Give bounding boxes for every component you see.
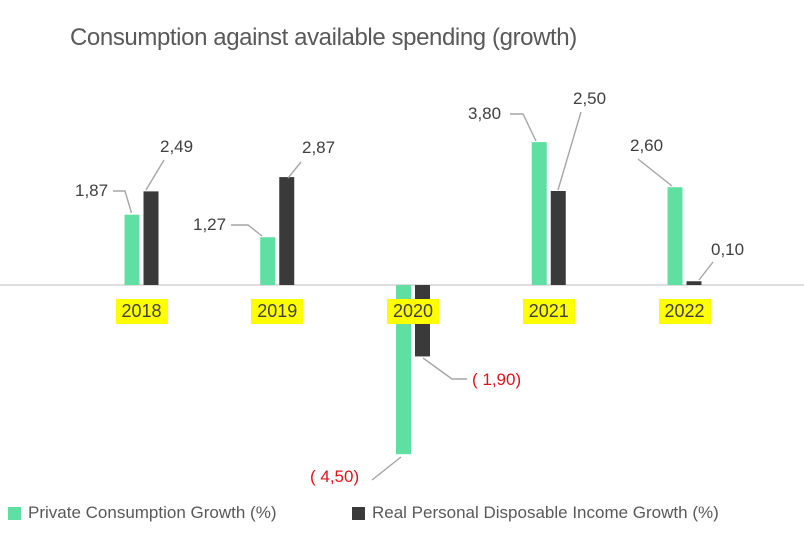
legend-item-private-consumption-growth: Private Consumption Growth (%) <box>8 503 276 523</box>
bar-2019-real-personal-disposable-income-growth <box>279 177 295 285</box>
leader-line-2021-private-consumption-growth <box>510 113 537 142</box>
leader-line-2021-real-personal-disposable-income-growth <box>557 111 582 191</box>
leader-line-2018-private-consumption-growth <box>113 190 133 214</box>
leader-line-2020-real-personal-disposable-income-growth <box>422 357 467 380</box>
bar-2020-private-consumption-growth <box>396 285 411 455</box>
legend-label: Private Consumption Growth (%) <box>28 503 277 522</box>
bar-2021-real-personal-disposable-income-growth <box>550 191 566 285</box>
bar-2020-real-personal-disposable-income-growth <box>415 285 430 357</box>
leader-line-2019-real-personal-disposable-income-growth <box>287 161 302 179</box>
bar-2018-real-personal-disposable-income-growth <box>143 191 159 285</box>
legend-item-real-personal-disposable-income-growth: Real Personal Disposable Income Growth (… <box>352 503 719 523</box>
leader-line-2020-private-consumption-growth <box>371 456 402 481</box>
bar-2022-private-consumption-growth <box>667 187 683 285</box>
bar-2022-real-personal-disposable-income-growth <box>686 281 702 285</box>
bar-2019-private-consumption-growth <box>260 237 276 285</box>
leader-line-2022-private-consumption-growth <box>637 158 673 187</box>
leader-line-2019-private-consumption-growth <box>231 224 263 237</box>
legend-swatch-icon <box>352 506 365 520</box>
bar-2021-private-consumption-growth <box>531 142 547 285</box>
legend-label: Real Personal Disposable Income Growth (… <box>372 503 719 522</box>
legend-swatch-icon <box>8 506 21 520</box>
leader-line-2018-real-personal-disposable-income-growth <box>145 159 165 191</box>
bar-2018-private-consumption-growth <box>124 214 140 285</box>
leader-line-2022-real-personal-disposable-income-growth <box>698 261 714 281</box>
chart-title: Consumption against available spending (… <box>70 24 577 51</box>
